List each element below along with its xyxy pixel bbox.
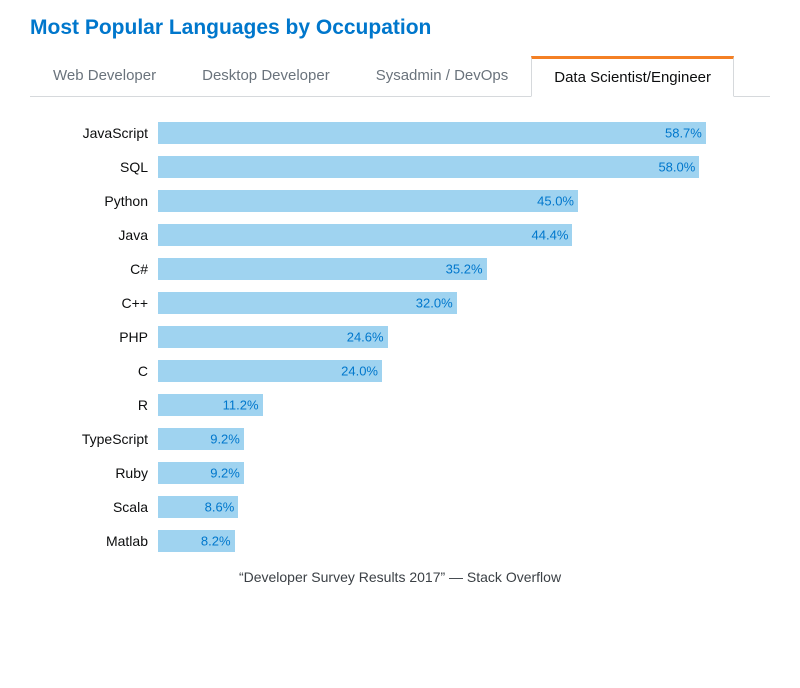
bar-value: 11.2% (223, 398, 259, 413)
bar-row: C++ 32.0% (40, 289, 770, 317)
bar-value: 24.6% (347, 330, 384, 345)
bar-label: TypeScript (40, 431, 158, 447)
bar-row: Python 45.0% (40, 187, 770, 215)
bar-row: R 11.2% (40, 391, 770, 419)
bar-value: 8.2% (201, 534, 231, 549)
bar-value: 8.6% (205, 500, 235, 515)
bar-row: Scala 8.6% (40, 493, 770, 521)
bar-row: C# 35.2% (40, 255, 770, 283)
bar-row: Java 44.4% (40, 221, 770, 249)
bar-track: 24.6% (158, 326, 718, 348)
bar-track: 45.0% (158, 190, 718, 212)
bar-value: 9.2% (210, 466, 240, 481)
bar-track: 9.2% (158, 462, 718, 484)
bar-value: 32.0% (416, 296, 453, 311)
bar-fill (158, 224, 572, 246)
bar-chart: JavaScript 58.7% SQL 58.0% Python 45.0% Java 44… (40, 119, 770, 555)
bar-label: Ruby (40, 465, 158, 481)
tabs-bar: Web DeveloperDesktop DeveloperSysadmin /… (30, 56, 770, 97)
bar-label: Python (40, 193, 158, 209)
bar-track: 8.6% (158, 496, 718, 518)
bar-label: Scala (40, 499, 158, 515)
bar-label: R (40, 397, 158, 413)
tab-sysadmin-devops[interactable]: Sysadmin / DevOps (353, 56, 532, 97)
bar-track: 35.2% (158, 258, 718, 280)
page-title: Most Popular Languages by Occupation (30, 16, 770, 40)
bar-fill (158, 156, 699, 178)
bar-track: 58.7% (158, 122, 718, 144)
bar-track: 9.2% (158, 428, 718, 450)
bar-value: 44.4% (532, 228, 569, 243)
bar-row: PHP 24.6% (40, 323, 770, 351)
bar-track: 32.0% (158, 292, 718, 314)
bar-row: TypeScript 9.2% (40, 425, 770, 453)
bar-track: 24.0% (158, 360, 718, 382)
bar-row: Matlab 8.2% (40, 527, 770, 555)
bar-label: JavaScript (40, 125, 158, 141)
bar-value: 58.7% (665, 126, 702, 141)
bar-fill (158, 292, 457, 314)
bar-row: JavaScript 58.7% (40, 119, 770, 147)
bar-value: 58.0% (658, 160, 695, 175)
bar-label: C# (40, 261, 158, 277)
bar-label: PHP (40, 329, 158, 345)
bar-row: C 24.0% (40, 357, 770, 385)
tab-data-scientist-engineer[interactable]: Data Scientist/Engineer (531, 56, 734, 97)
chart-caption: “Developer Survey Results 2017” — Stack … (30, 569, 770, 585)
tab-web-developer[interactable]: Web Developer (30, 56, 179, 97)
bar-track: 8.2% (158, 530, 718, 552)
bar-value: 35.2% (446, 262, 483, 277)
bar-fill (158, 190, 578, 212)
tab-desktop-developer[interactable]: Desktop Developer (179, 56, 353, 97)
bar-label: C++ (40, 295, 158, 311)
bar-track: 11.2% (158, 394, 718, 416)
bar-label: SQL (40, 159, 158, 175)
bar-label: C (40, 363, 158, 379)
bar-fill (158, 122, 706, 144)
bar-value: 9.2% (210, 432, 240, 447)
bar-value: 24.0% (341, 364, 378, 379)
bar-fill (158, 258, 487, 280)
bar-label: Matlab (40, 533, 158, 549)
bar-value: 45.0% (537, 194, 574, 209)
bar-label: Java (40, 227, 158, 243)
bar-row: SQL 58.0% (40, 153, 770, 181)
bar-row: Ruby 9.2% (40, 459, 770, 487)
bar-track: 44.4% (158, 224, 718, 246)
bar-track: 58.0% (158, 156, 718, 178)
